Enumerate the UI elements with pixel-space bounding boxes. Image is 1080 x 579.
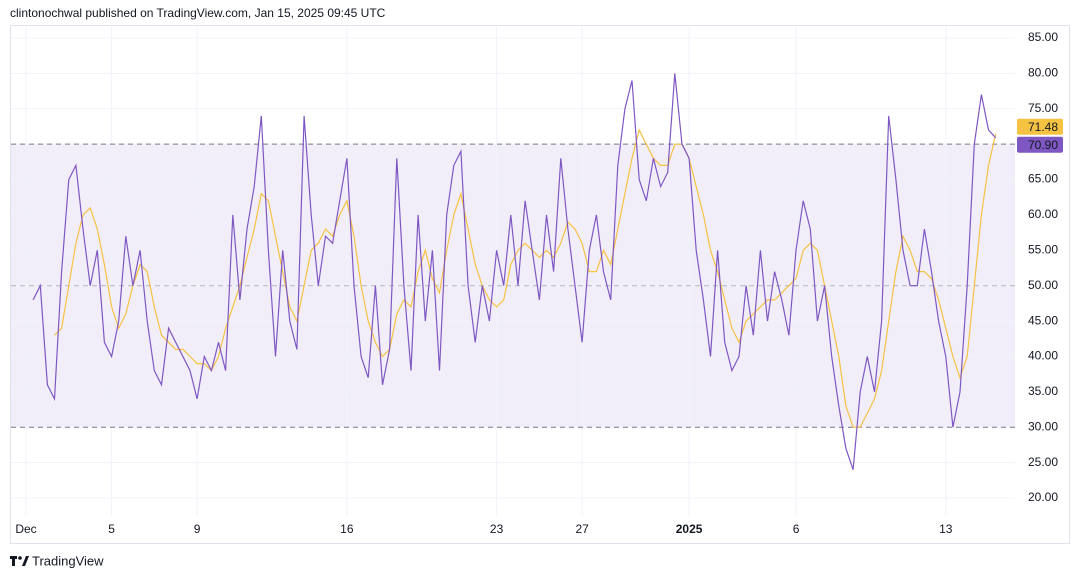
- y-tick-label: 85.00: [1028, 30, 1058, 44]
- last-value-label: 71.48: [1028, 120, 1058, 134]
- x-tick-label: 23: [490, 522, 504, 536]
- last-value-badge: [1017, 136, 1063, 153]
- y-tick-label: 30.00: [1028, 419, 1058, 433]
- y-tick-label: 35.00: [1028, 384, 1058, 398]
- logo: [10, 556, 29, 566]
- x-tick-label: 27: [575, 522, 589, 536]
- y-tick-label: 55.00: [1028, 242, 1058, 256]
- header: clintonochwal published on TradingView.c…: [10, 6, 386, 20]
- y-tick-label: 20.00: [1028, 490, 1058, 504]
- y-tick-label: 80.00: [1028, 66, 1058, 80]
- x-tick-label: 13: [939, 522, 953, 536]
- y-tick-label: 65.00: [1028, 172, 1058, 186]
- y-tick-label: 75.00: [1028, 101, 1058, 115]
- x-tick-label: 9: [194, 522, 201, 536]
- last-value-label: 70.90: [1028, 138, 1058, 152]
- y-tick-label: 40.00: [1028, 349, 1058, 363]
- x-tick-label: 6: [793, 522, 800, 536]
- frame: [10, 25, 1070, 544]
- x-tick-label: 2025: [676, 522, 703, 536]
- brand: TradingView: [32, 553, 104, 568]
- y-tick-label: 50.00: [1028, 278, 1058, 292]
- series-line: [32, 73, 997, 470]
- x-tick-label: Dec: [15, 522, 36, 536]
- x-tick-label: 16: [340, 522, 354, 536]
- y-tick-label: 45.00: [1028, 313, 1058, 327]
- x-tick-label: 5: [108, 522, 115, 536]
- last-value-badge: [1017, 118, 1063, 135]
- y-tick-label: 60.00: [1028, 207, 1058, 221]
- y-tick-label: 25.00: [1028, 455, 1058, 469]
